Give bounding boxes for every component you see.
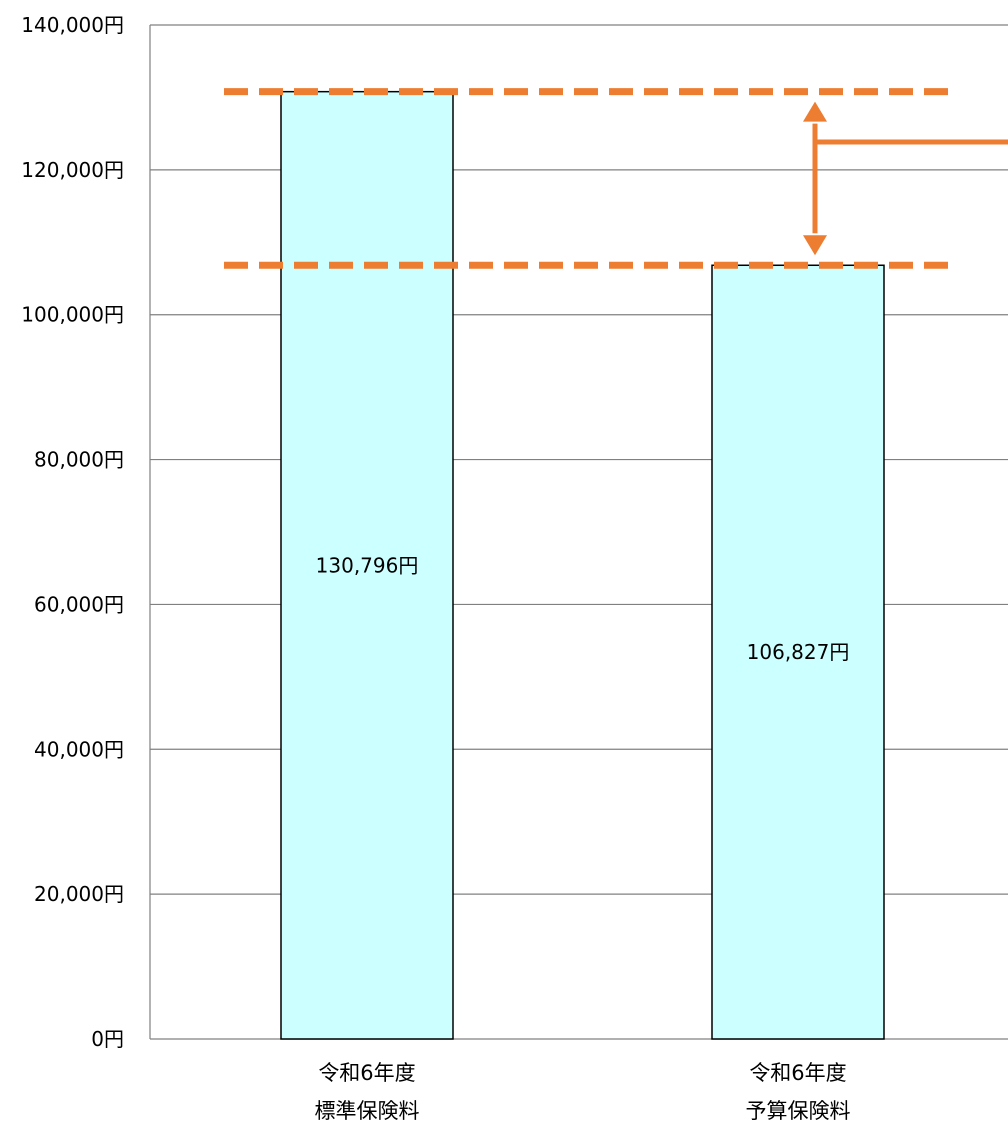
difference-annotation — [224, 88, 1008, 269]
arrow-head-down — [803, 235, 827, 256]
data-label: 130,796円 — [316, 553, 419, 577]
data-label: 106,827円 — [747, 640, 850, 664]
y-tick-label: 100,000円 — [21, 303, 124, 327]
y-tick-label: 140,000円 — [21, 13, 124, 37]
y-axis-tick-labels: 0円 20,000円 40,000円 60,000円 80,000円 100,000円 12… — [21, 13, 124, 1051]
y-tick-label: 20,000円 — [34, 882, 124, 906]
bar — [711, 264, 885, 1040]
y-tick-label: 120,000円 — [21, 158, 124, 182]
bars: 130,796円 106,827円 — [280, 90, 885, 1040]
y-tick-label: 60,000円 — [34, 592, 124, 616]
y-tick-label: 0円 — [91, 1027, 124, 1051]
x-category-label-line1: 令和6年度 — [318, 1061, 415, 1085]
arrow-head-up — [803, 101, 827, 122]
x-category-label-line2: 標準保険料 — [315, 1099, 420, 1123]
y-tick-label: 40,000円 — [34, 737, 124, 761]
x-category-label-line2: 予算保険料 — [746, 1099, 851, 1123]
x-category-label-line1: 令和6年度 — [749, 1061, 846, 1085]
bar — [280, 90, 454, 1040]
y-tick-label: 80,000円 — [34, 448, 124, 472]
